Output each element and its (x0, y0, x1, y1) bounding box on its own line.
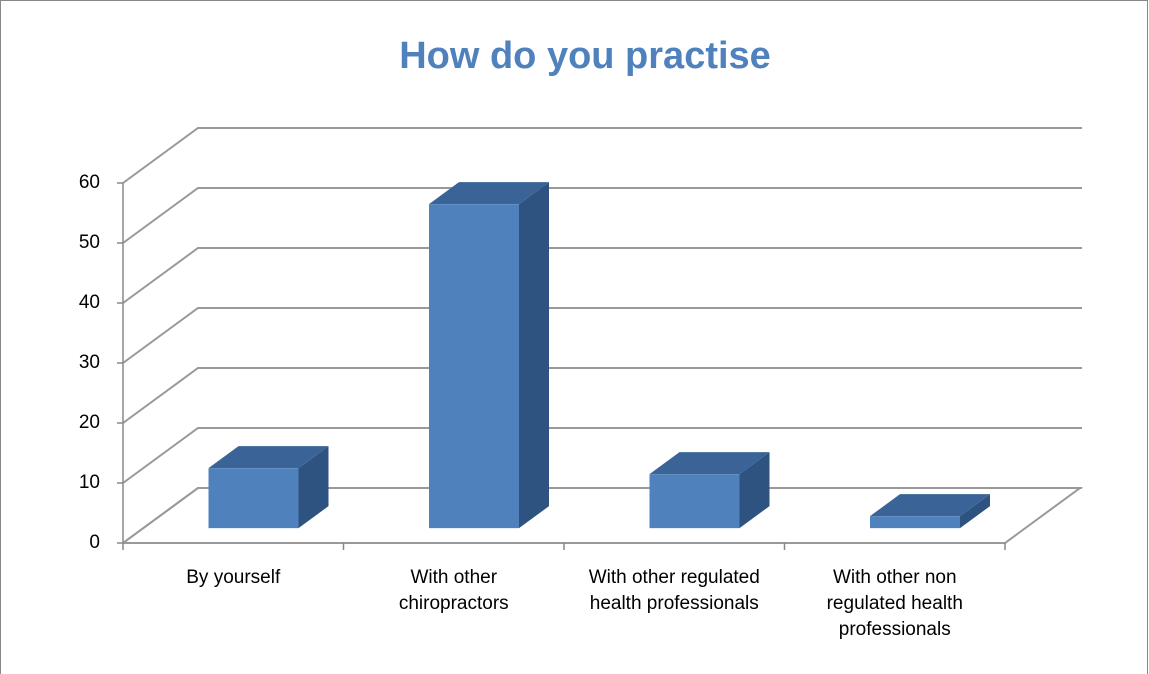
x-tick-label: By yourself (186, 567, 281, 588)
y-tick-label: 30 (79, 352, 100, 373)
chart-title: How do you practise (399, 35, 771, 77)
grid-line (122, 127, 1082, 184)
y-tick-label: 10 (79, 472, 100, 493)
x-tick-label: With other non regulated health professi… (826, 567, 963, 640)
grid-line (122, 487, 1082, 544)
bar (208, 468, 299, 529)
bar-side (960, 494, 990, 529)
y-tick-label: 20 (79, 412, 100, 433)
x-tick-label: With other regulated health professional… (588, 567, 760, 614)
bar-side (739, 452, 770, 529)
grid-line (122, 247, 1082, 304)
bar-top (208, 446, 329, 469)
bar-top (870, 494, 990, 517)
bar-top (429, 182, 549, 205)
y-tick-label: 60 (79, 172, 100, 193)
grid-line (122, 367, 1082, 424)
bar-side (298, 446, 329, 529)
bar-top (649, 452, 770, 475)
bar (870, 516, 960, 529)
x-tick-label: With other chiropractors (398, 567, 509, 614)
bar (649, 474, 740, 529)
grid-line (122, 427, 1082, 484)
y-tick-label: 0 (89, 532, 100, 553)
bar-side (519, 182, 549, 529)
bar (429, 204, 519, 529)
y-tick-label: 40 (79, 292, 100, 313)
grid-line (122, 187, 1082, 244)
grid-line (122, 307, 1082, 364)
y-tick-label: 50 (79, 232, 100, 253)
